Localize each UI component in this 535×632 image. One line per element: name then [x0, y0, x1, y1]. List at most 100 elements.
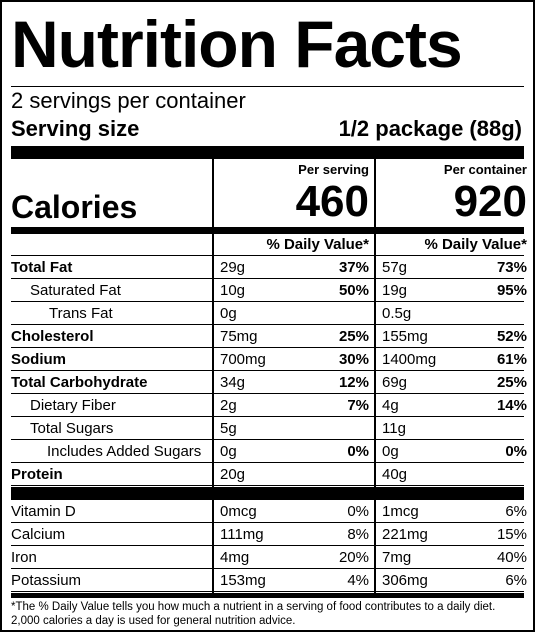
- serving-daily-value: 30%: [338, 351, 369, 368]
- container-amount: 40g: [382, 466, 408, 483]
- row-divider: [11, 324, 524, 325]
- serving-amount: 2g: [220, 397, 237, 414]
- nutrients-row: Dietary Fiber 2g 7% 4g 14%: [11, 394, 527, 417]
- footnote-line: 2,000 calories a day is used for general…: [11, 615, 296, 627]
- nutrient-name: Calcium: [11, 526, 66, 543]
- container-amount: 7mg: [382, 549, 412, 566]
- serving-daily-value: 0%: [347, 503, 369, 520]
- serving-amount: 700mg: [220, 351, 266, 368]
- container-amount: 0.5g: [382, 305, 412, 322]
- serving-amount: 0g: [220, 443, 237, 460]
- nutrients-row: Sodium 700mg 30% 1400mg 61%: [11, 348, 527, 371]
- serving-daily-value: 25%: [338, 328, 369, 345]
- calories-label: Calories: [11, 189, 138, 225]
- nutrient-name: Sodium: [11, 351, 66, 368]
- container-daily-value: 95%: [496, 282, 527, 299]
- serving-amount: 0mcg: [220, 503, 257, 520]
- per-container-header: Per container: [443, 162, 527, 177]
- container-daily-value: 52%: [496, 328, 527, 345]
- container-amount: 57g: [382, 259, 408, 276]
- nutrients-row: Protein 20g 40g: [11, 463, 524, 486]
- row-divider: [11, 370, 524, 371]
- calories-per-container: 920: [453, 177, 527, 226]
- row-divider: [11, 485, 524, 486]
- serving-size-value: 1/2 package (88g): [338, 116, 522, 141]
- container-daily-value: 73%: [496, 259, 527, 276]
- container-daily-value: 25%: [496, 374, 527, 391]
- serving-daily-value: 37%: [338, 259, 369, 276]
- serving-amount: 20g: [220, 466, 246, 483]
- column-separator-right: [374, 159, 376, 595]
- container-amount: 306mg: [382, 572, 428, 589]
- nutrient-name: Cholesterol: [11, 328, 94, 345]
- row-divider: [11, 393, 524, 394]
- vitamins-row: Calcium 111mg 8% 221mg 15%: [11, 523, 527, 546]
- daily-value-header-container: % Daily Value*: [424, 236, 527, 253]
- row-divider: [11, 591, 524, 592]
- footnote-line: *The % Daily Value tells you how much a …: [11, 601, 496, 613]
- serving-amount: 4mg: [220, 549, 250, 566]
- vitamins-row: Potassium 153mg 4% 306mg 6%: [11, 569, 527, 592]
- serving-daily-value: 8%: [347, 526, 369, 543]
- container-amount: 19g: [382, 282, 408, 299]
- nutrient-name: Total Carbohydrate: [11, 374, 148, 391]
- container-amount: 155mg: [382, 328, 428, 345]
- container-daily-value: 14%: [496, 397, 527, 414]
- row-divider: [11, 278, 524, 279]
- divider-medium: [11, 593, 524, 598]
- nutrients-row: Total Carbohydrate 34g 12% 69g 25%: [11, 371, 527, 394]
- container-daily-value: 61%: [496, 351, 527, 368]
- container-amount: 1mcg: [382, 503, 419, 520]
- serving-amount: 34g: [220, 374, 246, 391]
- nutrients-row: Cholesterol 75mg 25% 155mg 52%: [11, 325, 527, 348]
- serving-amount: 111mg: [220, 526, 264, 543]
- row-divider: [11, 439, 524, 440]
- servings-per-container: 2 servings per container: [11, 88, 246, 113]
- nutrient-name: Total Sugars: [30, 420, 114, 437]
- container-amount: 221mg: [382, 526, 428, 543]
- label-title: Nutrition Facts: [11, 7, 463, 81]
- container-daily-value: 15%: [496, 526, 527, 543]
- row-divider: [11, 522, 524, 523]
- nutrient-name: Vitamin D: [11, 503, 76, 520]
- serving-daily-value: 4%: [347, 572, 369, 589]
- serving-daily-value: 20%: [338, 549, 369, 566]
- nutrient-name: Includes Added Sugars: [47, 443, 202, 460]
- divider-thick: [11, 487, 524, 500]
- serving-amount: 0g: [220, 305, 237, 322]
- nutrient-name: Potassium: [11, 572, 82, 589]
- serving-amount: 10g: [220, 282, 246, 299]
- serving-daily-value: 12%: [338, 374, 369, 391]
- per-serving-header: Per serving: [298, 162, 369, 177]
- container-amount: 1400mg: [382, 351, 437, 368]
- container-amount: 11g: [382, 420, 406, 437]
- divider-thick: [11, 146, 524, 159]
- nutrient-name: Saturated Fat: [30, 282, 121, 299]
- serving-amount: 153mg: [220, 572, 266, 589]
- footnote: *The % Daily Value tells you how much a …: [11, 600, 531, 628]
- row-divider: [11, 301, 524, 302]
- container-amount: 4g: [382, 397, 399, 414]
- container-daily-value: 6%: [505, 503, 527, 520]
- nutrient-name: Trans Fat: [49, 305, 113, 322]
- nutrients-row: Includes Added Sugars 0g 0% 0g 0%: [11, 440, 527, 463]
- daily-value-header-serving: % Daily Value*: [266, 236, 369, 253]
- nutrient-name: Total Fat: [11, 259, 73, 276]
- serving-daily-value: 0%: [347, 443, 369, 460]
- column-separator-left: [212, 159, 214, 595]
- serving-daily-value: 50%: [338, 282, 369, 299]
- serving-size-label: Serving size: [11, 116, 140, 141]
- divider-thin: [11, 255, 524, 256]
- vitamins-row: Vitamin D 0mcg 0% 1mcg 6%: [11, 500, 527, 523]
- row-divider: [11, 416, 524, 417]
- nutrients-row: Total Fat 29g 37% 57g 73%: [11, 256, 527, 279]
- vitamins-row: Iron 4mg 20% 7mg 40%: [11, 546, 527, 569]
- nutrient-name: Dietary Fiber: [30, 397, 116, 414]
- nutrient-name: Protein: [11, 466, 63, 483]
- container-daily-value: 40%: [496, 549, 527, 566]
- row-divider: [11, 347, 524, 348]
- row-divider: [11, 462, 524, 463]
- serving-amount: 29g: [220, 259, 246, 276]
- row-divider: [11, 545, 524, 546]
